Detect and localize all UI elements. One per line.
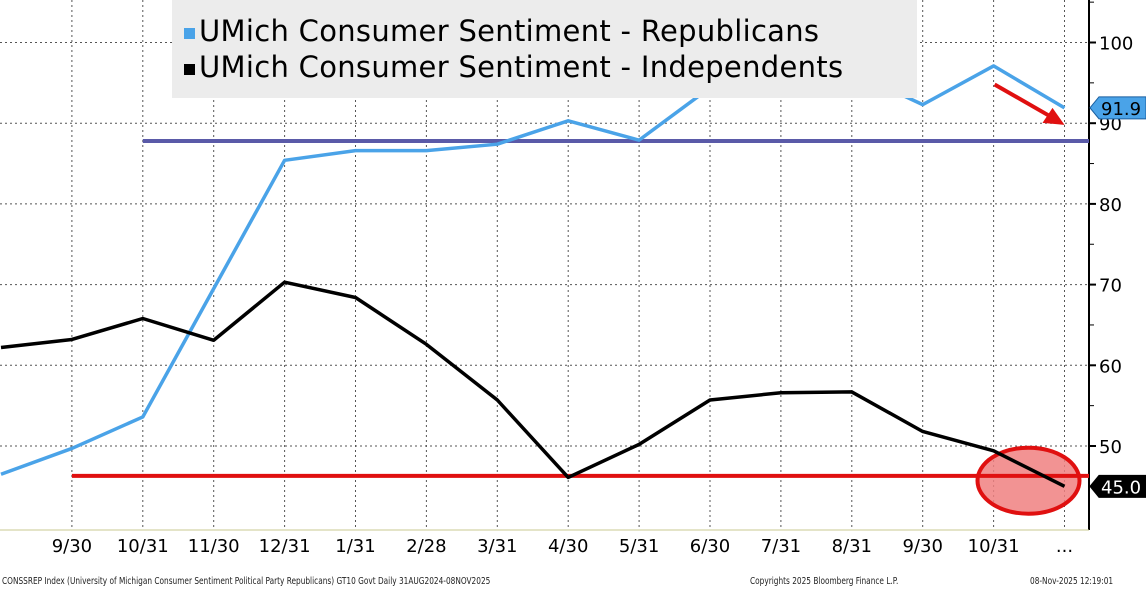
last-value-label: 91.9 — [1089, 96, 1146, 120]
x-tick-label: 10/31 — [117, 536, 169, 557]
x-tick-label: 4/30 — [548, 536, 588, 557]
y-tick-label: 50 — [1099, 437, 1122, 458]
x-tick-label: ... — [1056, 536, 1073, 557]
x-tick-label: 2/28 — [406, 536, 446, 557]
legend-swatch — [184, 63, 195, 75]
last-value-label: 45.0 — [1089, 474, 1146, 498]
last-value-text: 91.9 — [1101, 99, 1141, 120]
footer-source: CONSSREP Index (University of Michigan C… — [2, 576, 491, 587]
legend-item-independents: UMich Consumer Sentiment - Independents — [184, 50, 843, 84]
last-value-tag — [1089, 96, 1146, 120]
y-tick-label: 100 — [1099, 34, 1133, 55]
y-tick-label: 70 — [1099, 276, 1122, 297]
x-tick-label: 3/31 — [477, 536, 517, 557]
x-tick-label: 1/31 — [335, 536, 375, 557]
trend-arrow-head — [1042, 107, 1065, 125]
legend-swatch — [184, 27, 195, 39]
legend: UMich Consumer Sentiment - Republicans U… — [172, 0, 917, 98]
x-tick-label: 6/30 — [690, 536, 730, 557]
legend-label: UMich Consumer Sentiment - Independents — [199, 50, 844, 84]
x-tick-label: 8/31 — [832, 536, 872, 557]
y-tick-label: 60 — [1099, 356, 1122, 377]
series-line-independents — [0, 280, 1066, 488]
x-tick-label: 7/31 — [761, 536, 801, 557]
trend-arrow-shaft — [993, 82, 1056, 121]
x-tick-label: 5/31 — [619, 536, 659, 557]
highlight-ellipse — [975, 445, 1082, 516]
legend-label: UMich Consumer Sentiment - Republicans — [199, 14, 820, 48]
x-tick-label: 9/30 — [52, 536, 92, 557]
legend-item-republicans: UMich Consumer Sentiment - Republicans — [184, 14, 819, 48]
y-tick-label: 90 — [1099, 114, 1122, 135]
x-tick-label: 12/31 — [259, 536, 311, 557]
footer-timestamp: 08-Nov-2025 12:19:01 — [1030, 576, 1114, 587]
series-line-republicans — [0, 64, 1066, 476]
footer-copyright: Copyrights 2025 Bloomberg Finance L.P. — [750, 576, 899, 587]
x-tick-label: 11/30 — [188, 536, 240, 557]
x-tick-label: 10/31 — [968, 536, 1020, 557]
last-value-text: 45.0 — [1101, 477, 1141, 498]
y-tick-label: 80 — [1099, 195, 1122, 216]
x-tick-label: 9/30 — [902, 536, 942, 557]
last-value-tag — [1089, 474, 1146, 498]
